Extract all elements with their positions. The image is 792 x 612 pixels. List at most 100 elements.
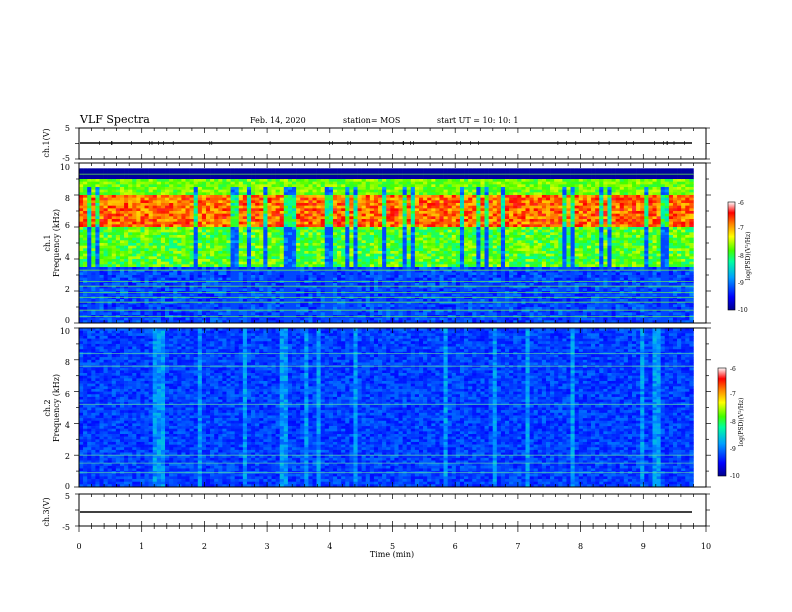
spec1-cell (259, 259, 264, 262)
spec1-cell (124, 301, 129, 305)
spec1-cell (361, 187, 367, 190)
spec1-cell (152, 176, 158, 180)
spec1-cell (320, 208, 326, 212)
spec1-cell (246, 240, 252, 244)
spec1-cell (300, 261, 305, 265)
spec1-cell (140, 293, 145, 297)
spec1-cell (234, 176, 240, 180)
spec1-cell (83, 299, 88, 302)
spec1-cell (79, 280, 84, 284)
spec1-cell (324, 227, 330, 230)
spec1-cell (304, 176, 309, 180)
spec1-cell (107, 168, 113, 172)
spec1-cell (402, 211, 408, 214)
spec1-cell (369, 245, 375, 249)
spec1-cell (353, 253, 358, 257)
spec1-cell (296, 259, 301, 262)
spec1-cell (140, 179, 145, 182)
spec1-cell (332, 312, 338, 316)
spec1-cell (111, 216, 117, 220)
spec1-cell (91, 240, 96, 244)
spec1-cell (267, 181, 272, 185)
spec1-cell (210, 219, 215, 222)
spec1-cell (210, 248, 215, 252)
spec1-cell (271, 248, 276, 252)
spec1-cell (160, 267, 166, 270)
spec1-cell (189, 243, 194, 246)
spec1-cell (304, 245, 309, 249)
spec1-cell (271, 211, 276, 214)
spec1-cell (144, 227, 149, 230)
spec1-cell (353, 189, 358, 193)
spec1-cell (193, 285, 199, 289)
spec1-cell (214, 307, 219, 310)
spec1-cell (263, 296, 268, 300)
spec1-cell (271, 296, 276, 300)
spec1-cell (193, 293, 199, 297)
spec1-cell (378, 272, 383, 276)
spec1-cell (369, 248, 375, 252)
spec1-cell (296, 283, 301, 286)
spec1-cell (357, 165, 362, 169)
spec1-cell (328, 224, 334, 228)
spec1-cell (275, 179, 281, 182)
spec1-cell (103, 288, 108, 292)
spec1-cell (263, 245, 268, 249)
spec1-cell (394, 240, 399, 244)
spec1-cell (165, 275, 170, 278)
spec1-cell (402, 317, 408, 321)
spec1-cell (279, 312, 285, 316)
spec1-cell (320, 256, 326, 260)
spec1-cell (181, 173, 186, 177)
spec1-cell (410, 197, 416, 201)
spec1-cell (414, 171, 420, 174)
spec1-cell (201, 192, 207, 196)
spec1-cell (124, 173, 129, 177)
spec1-cell (189, 229, 194, 233)
spec1-cell (234, 203, 240, 206)
spec1-cell (124, 272, 129, 276)
spec1-cell (292, 189, 297, 193)
spec1-cell (238, 227, 244, 230)
spec1-cell (107, 293, 113, 297)
spec1-cell (95, 237, 100, 241)
spec1-cell (234, 181, 240, 185)
spec1-cell (312, 211, 317, 214)
spec1-cell (406, 317, 412, 321)
spec1-cell (398, 299, 403, 302)
spec1-cell (83, 259, 88, 262)
spec1-cell (410, 163, 416, 166)
spec1-cell (341, 197, 346, 201)
spec1-cell (177, 245, 182, 249)
spec1-cell (119, 243, 125, 246)
spec1-cell (79, 299, 84, 302)
spec1-cell (95, 171, 100, 174)
spec1-cell (132, 203, 137, 206)
spec1-cell (111, 299, 117, 302)
spec1-cell (332, 163, 338, 166)
spec1-cell (201, 189, 207, 193)
spec1-cell (373, 181, 379, 185)
spec1-cell (214, 176, 219, 180)
spec1-cell (271, 269, 276, 273)
spec1-cell (259, 168, 264, 172)
spec1-cell (382, 267, 387, 270)
spec1-cell (279, 213, 285, 217)
spec1-cell (160, 227, 166, 230)
spec1-cell (365, 261, 371, 265)
spec1-cell (156, 320, 162, 324)
spec1-cell (111, 261, 117, 265)
spec1-cell (160, 221, 166, 225)
spec1-cell (300, 165, 305, 169)
spec1-cell (99, 187, 104, 190)
spec1-cell (271, 275, 276, 278)
spec1-cell (373, 224, 379, 228)
spec1-cell (156, 219, 162, 222)
spec1-cell (132, 176, 137, 180)
spec1-cell (124, 251, 129, 254)
spec1-cell (341, 245, 346, 249)
spec1-cell (197, 248, 203, 252)
spec1-cell (345, 200, 350, 204)
spec1-cell (378, 192, 383, 196)
spec1-cell (230, 179, 235, 182)
